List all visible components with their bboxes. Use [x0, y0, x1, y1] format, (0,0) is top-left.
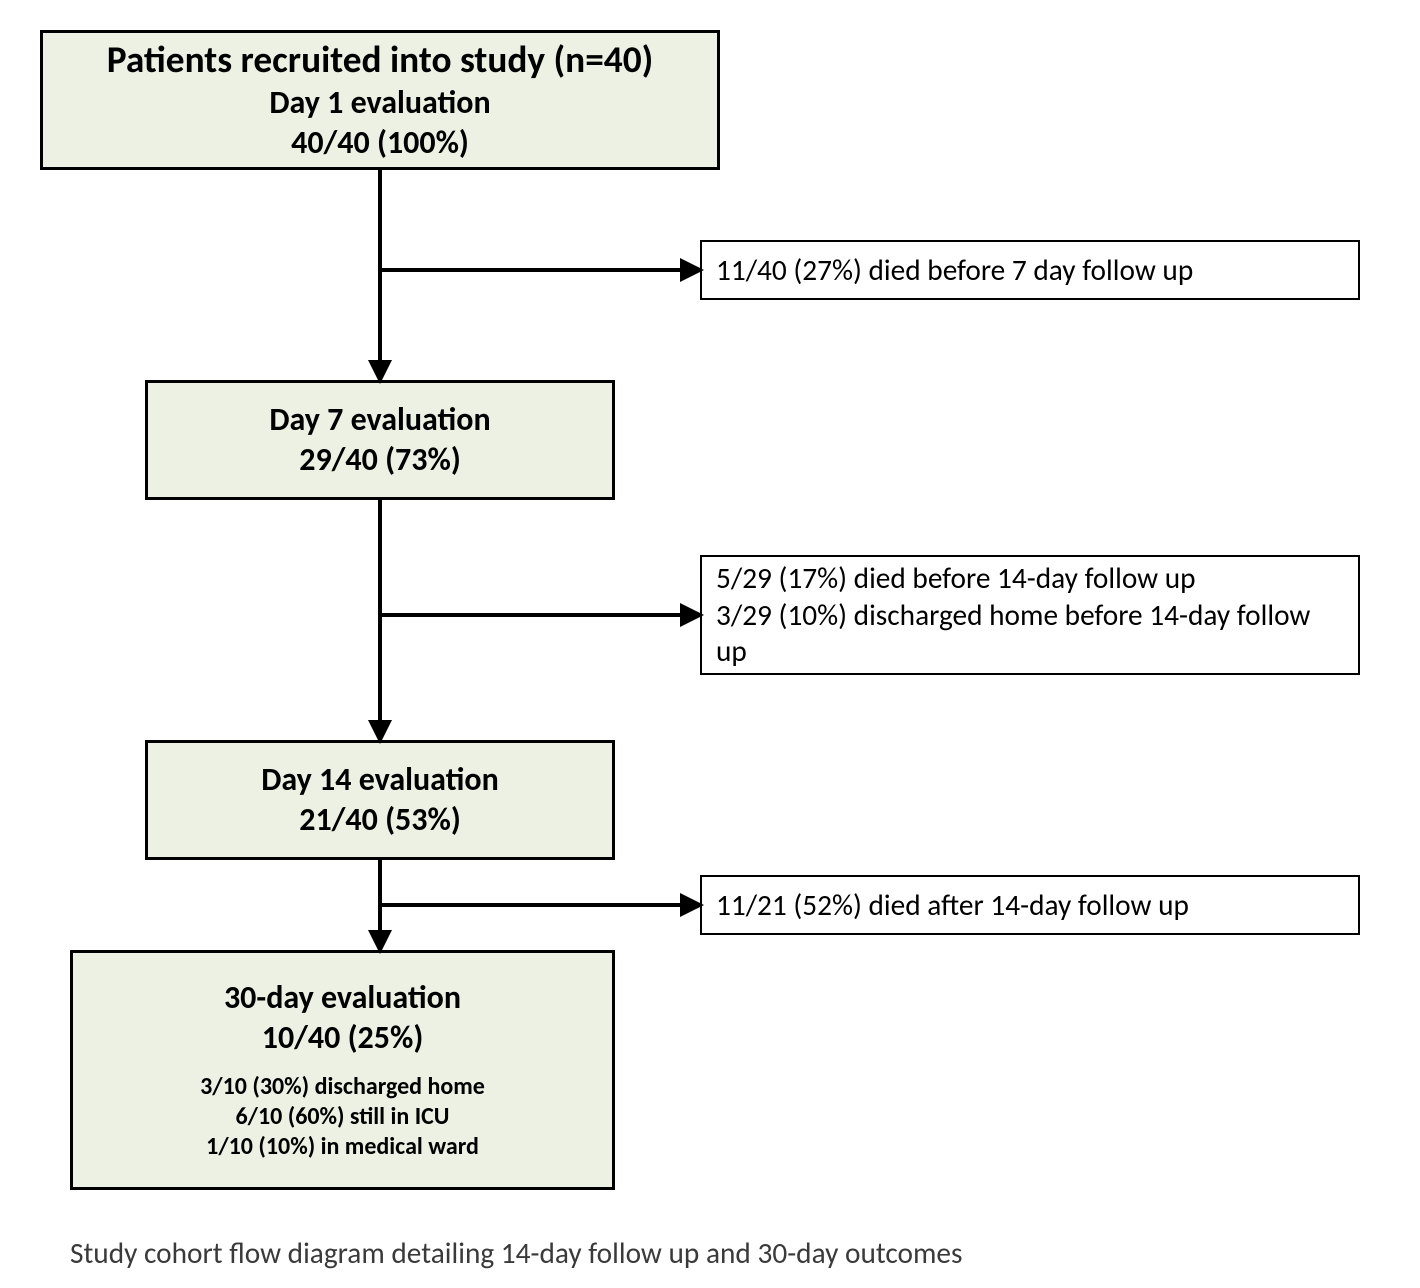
stage-day7-title: Day 7 evaluation — [269, 400, 490, 440]
exit-box-3: 11/21 (52%) died after 14-day follow up — [700, 875, 1360, 935]
stage-day30-detail-2: 1/10 (10%) in medical ward — [206, 1132, 479, 1162]
stage-day1-line3: 40/40 (100%) — [291, 123, 469, 163]
stage-day1-title: Patients recruited into study (n=40) — [107, 37, 654, 84]
stage-day30: 30-day evaluation 10/40 (25%) 3/10 (30%)… — [70, 950, 615, 1190]
stage-day30-title: 30-day evaluation — [224, 978, 461, 1018]
exit-1-line-0: 11/40 (27%) died before 7 day follow up — [716, 252, 1193, 289]
stage-day14-line2: 21/40 (53%) — [299, 800, 461, 840]
exit-3-line-0: 11/21 (52%) died after 14-day follow up — [716, 887, 1189, 924]
stage-day30-detail-0: 3/10 (30%) discharged home — [200, 1072, 485, 1102]
stage-day30-line2: 10/40 (25%) — [262, 1018, 424, 1058]
exit-2-line-1: 3/29 (10%) discharged home before 14-day… — [716, 597, 1344, 670]
exit-2-line-0: 5/29 (17%) died before 14-day follow up — [716, 560, 1196, 597]
stage-day14-title: Day 14 evaluation — [261, 760, 499, 800]
stage-day7: Day 7 evaluation 29/40 (73%) — [145, 380, 615, 500]
stage-day1: Patients recruited into study (n=40) Day… — [40, 30, 720, 170]
stage-day7-line2: 29/40 (73%) — [299, 440, 461, 480]
flow-diagram: Patients recruited into study (n=40) Day… — [0, 0, 1420, 1288]
exit-box-1: 11/40 (27%) died before 7 day follow up — [700, 240, 1360, 300]
stage-day14: Day 14 evaluation 21/40 (53%) — [145, 740, 615, 860]
exit-box-2: 5/29 (17%) died before 14-day follow up … — [700, 555, 1360, 675]
figure-caption: Study cohort flow diagram detailing 14-d… — [70, 1235, 962, 1271]
stage-day30-detail-1: 6/10 (60%) still in ICU — [236, 1102, 450, 1132]
stage-day1-line2: Day 1 evaluation — [269, 83, 490, 123]
